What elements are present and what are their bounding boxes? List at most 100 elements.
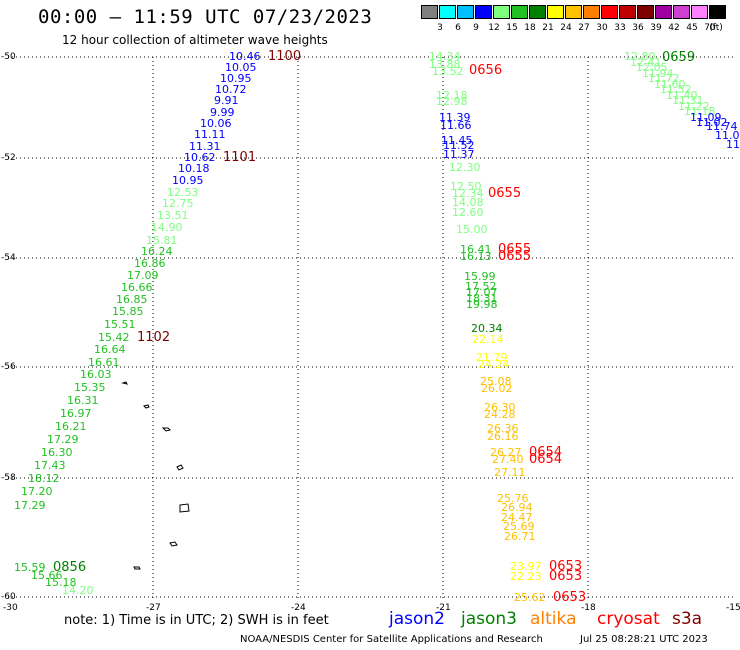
wave-height-reading: 17.09 (127, 269, 159, 282)
wave-height-reading-overlap: 11.60 (654, 77, 686, 91)
generation-timestamp: Jul 25 08:28:21 UTC 2023 (580, 634, 708, 645)
wave-height-reading-overlap: 12.41 (630, 55, 662, 69)
wave-height-reading-overlap: 11.02 (696, 116, 728, 129)
wave-height-reading: 11.74 (706, 120, 738, 133)
wave-height-reading: 9.91 (214, 94, 239, 107)
scale-swatch (619, 5, 636, 19)
pass-time-label: 0856 (53, 560, 87, 575)
wave-height-reading: 18.12 (28, 472, 60, 485)
wave-height-reading: 11.11 (194, 128, 226, 141)
wave-height-reading-overlap: 11.09 (690, 110, 722, 124)
lon-label: -30 (3, 603, 18, 613)
wave-height-reading: 12.34 (452, 187, 484, 200)
satellite-legend-s3a: s3a (672, 609, 703, 629)
island-3 (161, 427, 171, 432)
wave-height-reading: 16.61 (88, 356, 120, 369)
wave-height-reading-overlap: 12.80 (624, 50, 656, 63)
wave-height-reading: 27.11 (494, 466, 526, 479)
scale-label: 3 (437, 23, 443, 33)
wave-height-reading-overlap: 11.31 (672, 94, 704, 107)
lat-label: -60 (1, 592, 16, 602)
wave-height-reading: 18.31 (466, 292, 498, 305)
wave-height-reading: 23.97 (510, 560, 542, 573)
wave-height-reading: 10.95 (172, 174, 204, 187)
wave-height-reading: 17.29 (47, 433, 79, 446)
wave-height-reading-overlap: 11.18 (684, 105, 716, 118)
pass-time-label: 1101 (223, 150, 257, 165)
wave-height-reading: 21.79 (476, 351, 508, 364)
wave-height-reading: 26.71 (504, 530, 536, 543)
scale-swatch (583, 5, 600, 19)
wave-height-reading: 12.53 (167, 186, 199, 199)
scale-unit: (ft) (709, 23, 723, 33)
pass-time-label: 0654 (529, 445, 563, 460)
wave-height-reading: 13.51 (157, 209, 189, 222)
wave-height-reading: 26.30 (484, 401, 516, 414)
wave-height-reading: 25.08 (480, 375, 512, 388)
pass-time-label: 0655 (498, 249, 532, 264)
scale-label: 27 (578, 23, 590, 33)
island-2 (143, 404, 150, 409)
wave-height-reading: 16.66 (121, 281, 153, 294)
wave-height-reading: 11.31 (189, 140, 221, 153)
wave-height-reading: 15.59 (14, 561, 46, 574)
satellite-legend-altika: altika (530, 609, 577, 629)
wave-height-reading: 11.37 (443, 148, 475, 161)
scale-label: 9 (473, 23, 479, 33)
wave-height-reading: 20.34 (471, 322, 503, 335)
scale-swatch (547, 5, 564, 19)
wave-height-reading: 10.06 (200, 117, 232, 130)
scale-swatch (655, 5, 672, 19)
pass-time-label: 0654 (529, 452, 563, 467)
scale-swatch (475, 5, 492, 19)
wave-height-reading: 16.41 (460, 243, 492, 256)
pass-time-label: 0655 (498, 242, 532, 257)
islands (121, 381, 190, 570)
satellite-legend-jason3: jason3 (461, 609, 517, 629)
scale-swatch (529, 5, 546, 19)
wave-height-reading: 13.88 (429, 58, 461, 71)
wave-height-reading: 12.75 (162, 197, 194, 210)
wave-height-reading: 11.66 (440, 119, 472, 132)
wave-height-reading: 14.08 (452, 196, 484, 209)
wave-height-reading: 26.94 (501, 501, 533, 514)
wave-height-reading: 12.98 (436, 95, 468, 108)
wave-height-reading: 14.20 (62, 584, 94, 597)
scale-label: 21 (542, 23, 554, 33)
wave-height-reading: 17.43 (34, 459, 66, 472)
wave-height-reading: 9.99 (210, 106, 235, 119)
wave-height-reading: 17.20 (21, 485, 53, 498)
footer-note: note: 1) Time is in UTC; 2) SWH is in fe… (64, 613, 329, 628)
scale-label: 12 (488, 23, 500, 33)
grid-lines (8, 56, 735, 600)
scale-swatch (421, 5, 438, 19)
wave-height-reading: 22.23 (510, 570, 542, 583)
wave-height-reading: 25.62 (514, 591, 546, 604)
wave-height-reading: 19.98 (466, 298, 498, 311)
scale-label: 33 (614, 23, 626, 33)
wave-height-reading: 10.46 (229, 50, 261, 63)
lon-label: -18 (581, 603, 596, 613)
wave-height-reading: 10.18 (178, 162, 210, 175)
satellite-legend-cryosat: cryosat (597, 609, 660, 629)
wave-height-reading: 27.40 (492, 453, 524, 466)
scale-swatch (637, 5, 654, 19)
wave-height-reading: 12.50 (450, 180, 482, 193)
scale-label: 36 (632, 23, 644, 33)
wave-height-reading: 25.69 (503, 520, 535, 533)
wave-height-reading: 15.42 (98, 331, 130, 344)
island-4 (176, 464, 184, 471)
pass-time-label: 0653 (553, 590, 587, 605)
scale-swatch (457, 5, 474, 19)
scale-swatch (511, 5, 528, 19)
wave-height-reading: 11.52 (443, 139, 475, 152)
scale-label: 70 (704, 23, 716, 33)
island-6 (169, 541, 178, 547)
wave-height-reading: 24.24 (478, 358, 510, 371)
wave-height-reading: 15.66 (31, 569, 63, 582)
wave-height-reading: 24.47 (501, 511, 533, 524)
scale-label: 30 (596, 23, 608, 33)
scale-label: 15 (506, 23, 518, 33)
wave-height-reading: 22.14 (472, 333, 504, 346)
